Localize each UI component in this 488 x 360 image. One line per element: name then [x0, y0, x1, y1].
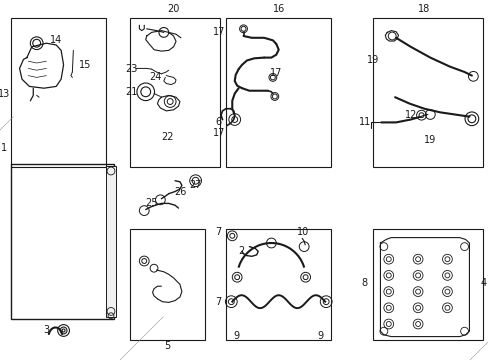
Text: 17: 17	[212, 27, 225, 37]
Text: 3: 3	[43, 325, 49, 336]
Text: 18: 18	[417, 4, 430, 14]
Text: 11: 11	[358, 117, 370, 127]
Bar	[372, 229, 482, 340]
Bar	[105, 166, 116, 317]
Text: 20: 20	[167, 4, 180, 14]
Text: 7: 7	[215, 297, 221, 307]
Bar	[225, 229, 330, 340]
Text: 21: 21	[124, 87, 137, 97]
Text: 7: 7	[215, 227, 221, 237]
Text: 8: 8	[361, 278, 367, 288]
Text: 9: 9	[233, 330, 239, 341]
Text: 5: 5	[164, 341, 170, 351]
Bar	[129, 18, 220, 167]
Text: 9: 9	[317, 330, 323, 341]
Text: 15: 15	[79, 60, 92, 70]
Bar	[225, 18, 330, 167]
Text: 14: 14	[50, 35, 62, 45]
Text: 2: 2	[238, 246, 244, 256]
Text: 26: 26	[173, 186, 186, 197]
Text: 22: 22	[161, 132, 173, 142]
Text: 13: 13	[0, 89, 10, 99]
Text: 6: 6	[215, 117, 221, 127]
Text: 23: 23	[124, 64, 137, 74]
Bar	[372, 18, 482, 167]
Text: 19: 19	[423, 135, 436, 145]
Text: 19: 19	[366, 55, 378, 66]
Text: 24: 24	[149, 72, 162, 82]
Text: 16: 16	[272, 4, 285, 14]
Text: 4: 4	[480, 278, 486, 288]
Bar	[11, 18, 106, 167]
Bar	[129, 229, 205, 340]
Text: 25: 25	[145, 198, 158, 208]
Text: 27: 27	[189, 180, 202, 190]
Bar	[13, 166, 105, 317]
Text: 10: 10	[296, 227, 309, 237]
Text: 12: 12	[404, 110, 416, 120]
Bar	[11, 164, 114, 319]
Text: 17: 17	[269, 68, 282, 78]
Text: 1: 1	[1, 143, 7, 153]
Text: 17: 17	[212, 128, 225, 138]
